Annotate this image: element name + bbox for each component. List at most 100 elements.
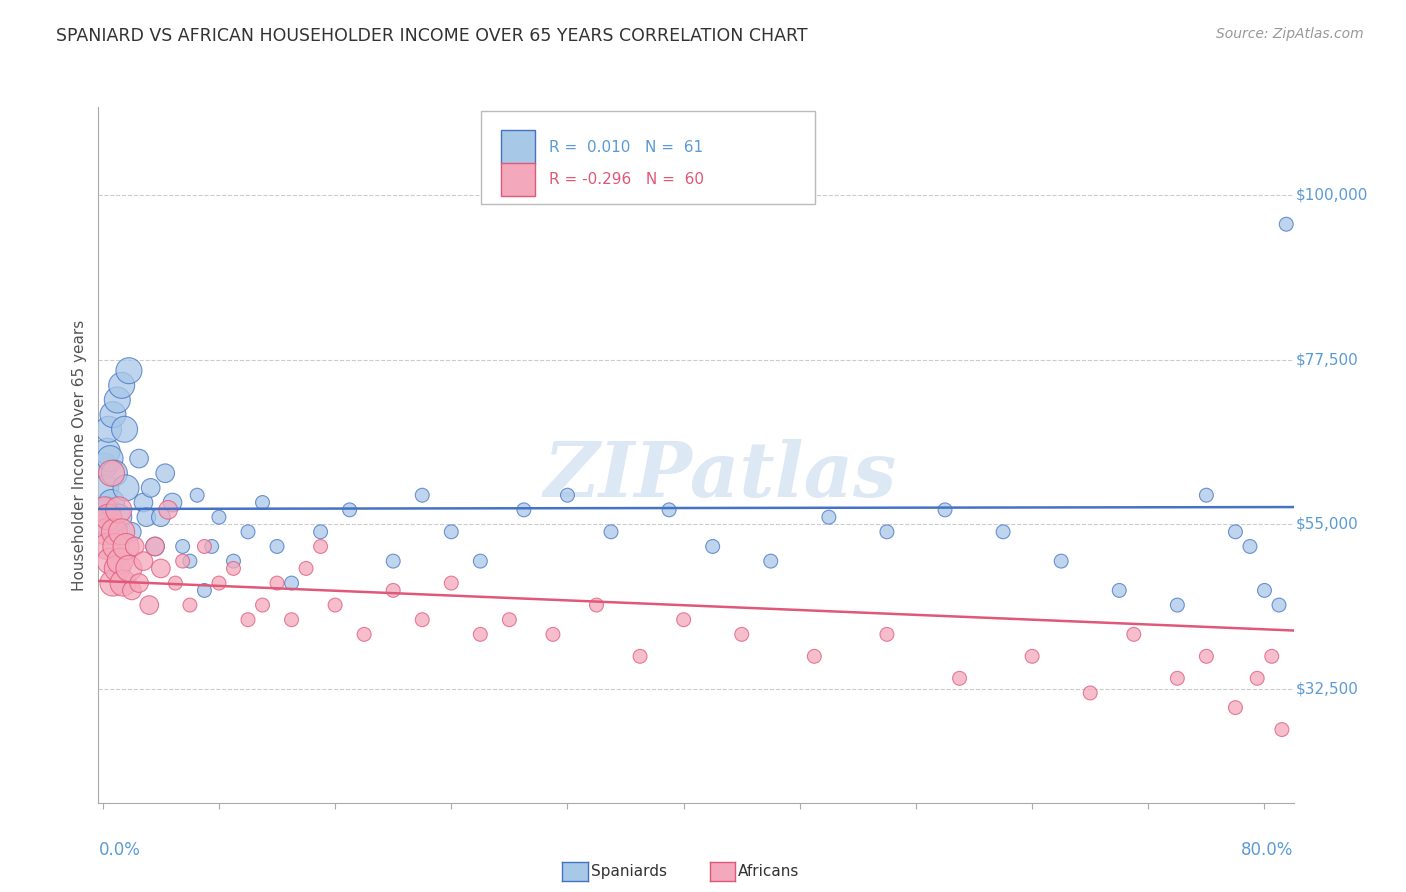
Text: $77,500: $77,500: [1296, 352, 1358, 368]
Bar: [501, 162, 534, 196]
Point: [128, 451, 150, 466]
Point: [411, 613, 433, 627]
Point: [97, 422, 120, 436]
Point: [1268, 598, 1291, 612]
Point: [1166, 671, 1188, 685]
Point: [208, 576, 231, 591]
Point: [143, 540, 166, 554]
Point: [94, 481, 117, 495]
Point: [818, 510, 841, 524]
Point: [193, 583, 215, 598]
Point: [934, 503, 956, 517]
Point: [96, 503, 118, 517]
Point: [118, 561, 141, 575]
Point: [97, 510, 120, 524]
Text: SPANIARD VS AFRICAN HOUSEHOLDER INCOME OVER 65 YEARS CORRELATION CHART: SPANIARD VS AFRICAN HOUSEHOLDER INCOME O…: [56, 27, 808, 45]
Text: $100,000: $100,000: [1296, 187, 1368, 202]
Point: [541, 627, 564, 641]
Point: [97, 517, 120, 532]
Point: [1195, 649, 1218, 664]
Point: [138, 598, 160, 612]
Point: [672, 613, 695, 627]
Point: [222, 561, 245, 575]
Point: [121, 524, 143, 539]
Point: [1166, 598, 1188, 612]
Text: R = -0.296   N =  60: R = -0.296 N = 60: [548, 172, 704, 186]
Point: [143, 540, 166, 554]
Point: [1253, 583, 1275, 598]
Point: [1021, 649, 1043, 664]
Point: [103, 467, 125, 481]
Point: [98, 451, 121, 466]
Point: [132, 554, 155, 568]
Bar: [501, 130, 534, 164]
Point: [162, 495, 184, 509]
Point: [1195, 488, 1218, 502]
Point: [114, 422, 136, 436]
Point: [411, 488, 433, 502]
Point: [353, 627, 375, 641]
Point: [702, 540, 724, 554]
Point: [165, 576, 187, 591]
Point: [470, 554, 492, 568]
Text: ZIPatlas: ZIPatlas: [543, 439, 897, 513]
Point: [101, 408, 124, 422]
Point: [111, 378, 134, 392]
Point: [382, 583, 405, 598]
Point: [803, 649, 825, 664]
Point: [266, 540, 288, 554]
Point: [876, 627, 898, 641]
Point: [222, 554, 245, 568]
Point: [658, 503, 681, 517]
Point: [440, 524, 463, 539]
Point: [498, 613, 520, 627]
Point: [107, 510, 129, 524]
Point: [731, 627, 754, 641]
Point: [309, 540, 332, 554]
Point: [440, 576, 463, 591]
Point: [1225, 524, 1247, 539]
Text: $55,000: $55,000: [1296, 517, 1358, 532]
Point: [991, 524, 1014, 539]
Point: [101, 576, 124, 591]
Point: [103, 524, 125, 539]
Point: [100, 495, 122, 509]
Text: Spaniards: Spaniards: [591, 864, 666, 879]
Point: [280, 576, 302, 591]
Point: [1050, 554, 1073, 568]
Point: [128, 576, 150, 591]
Point: [1275, 217, 1298, 231]
Point: [201, 540, 224, 554]
Y-axis label: Householder Income Over 65 years: Householder Income Over 65 years: [72, 319, 87, 591]
Point: [139, 481, 162, 495]
Point: [1239, 540, 1261, 554]
Point: [557, 488, 579, 502]
Point: [105, 561, 128, 575]
Point: [96, 444, 118, 458]
Point: [96, 540, 118, 554]
Point: [149, 510, 172, 524]
Point: [266, 576, 288, 591]
Point: [628, 649, 651, 664]
Point: [149, 561, 172, 575]
Point: [1122, 627, 1144, 641]
Point: [600, 524, 623, 539]
Point: [186, 488, 208, 502]
Text: 80.0%: 80.0%: [1241, 841, 1294, 859]
Point: [382, 554, 405, 568]
Point: [236, 524, 259, 539]
Point: [111, 524, 134, 539]
Point: [179, 598, 201, 612]
Point: [759, 554, 782, 568]
Point: [513, 503, 536, 517]
Point: [252, 598, 274, 612]
Point: [118, 364, 141, 378]
Point: [157, 503, 180, 517]
FancyBboxPatch shape: [481, 111, 815, 204]
Point: [252, 495, 274, 509]
Point: [1246, 671, 1268, 685]
Point: [107, 503, 129, 517]
Point: [876, 524, 898, 539]
Point: [135, 510, 157, 524]
Point: [309, 524, 332, 539]
